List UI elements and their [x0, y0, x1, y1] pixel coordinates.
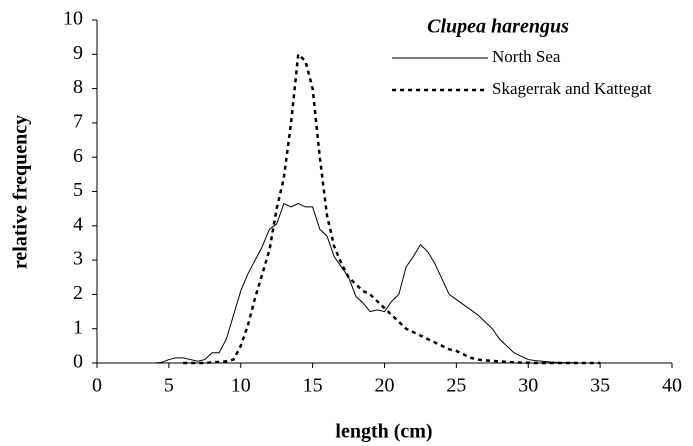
x-tick-label: 20	[375, 375, 395, 397]
y-axis-label: relative frequency	[10, 115, 32, 269]
x-tick-label: 5	[164, 375, 174, 397]
y-tick-label: 6	[73, 145, 83, 167]
legend-label: North Sea	[492, 47, 561, 66]
y-tick-label: 4	[73, 213, 83, 235]
y-tick-label: 3	[73, 248, 83, 270]
y-tick-label: 5	[73, 179, 83, 201]
x-axis-label: length (cm)	[335, 421, 432, 443]
legend-label: Skagerrak and Kattegat	[492, 79, 652, 98]
y-tick-label: 10	[63, 8, 83, 30]
x-tick-label: 30	[518, 375, 538, 397]
x-tick-label: 25	[446, 375, 466, 397]
legend-title: Clupea harengus	[427, 16, 569, 38]
y-tick-label: 2	[73, 282, 83, 304]
y-tick-label: 1	[73, 316, 83, 338]
y-tick-label: 7	[73, 110, 83, 132]
y-tick-label: 9	[73, 42, 83, 64]
x-tick-label: 0	[92, 375, 102, 397]
x-tick-label: 35	[590, 375, 610, 397]
y-tick-label: 0	[73, 351, 83, 373]
y-tick-label: 8	[73, 76, 83, 98]
x-tick-label: 40	[662, 375, 682, 397]
series-line	[154, 202, 601, 364]
series-line	[183, 51, 601, 365]
x-tick-label: 15	[303, 375, 323, 397]
x-tick-label: 10	[231, 375, 251, 397]
